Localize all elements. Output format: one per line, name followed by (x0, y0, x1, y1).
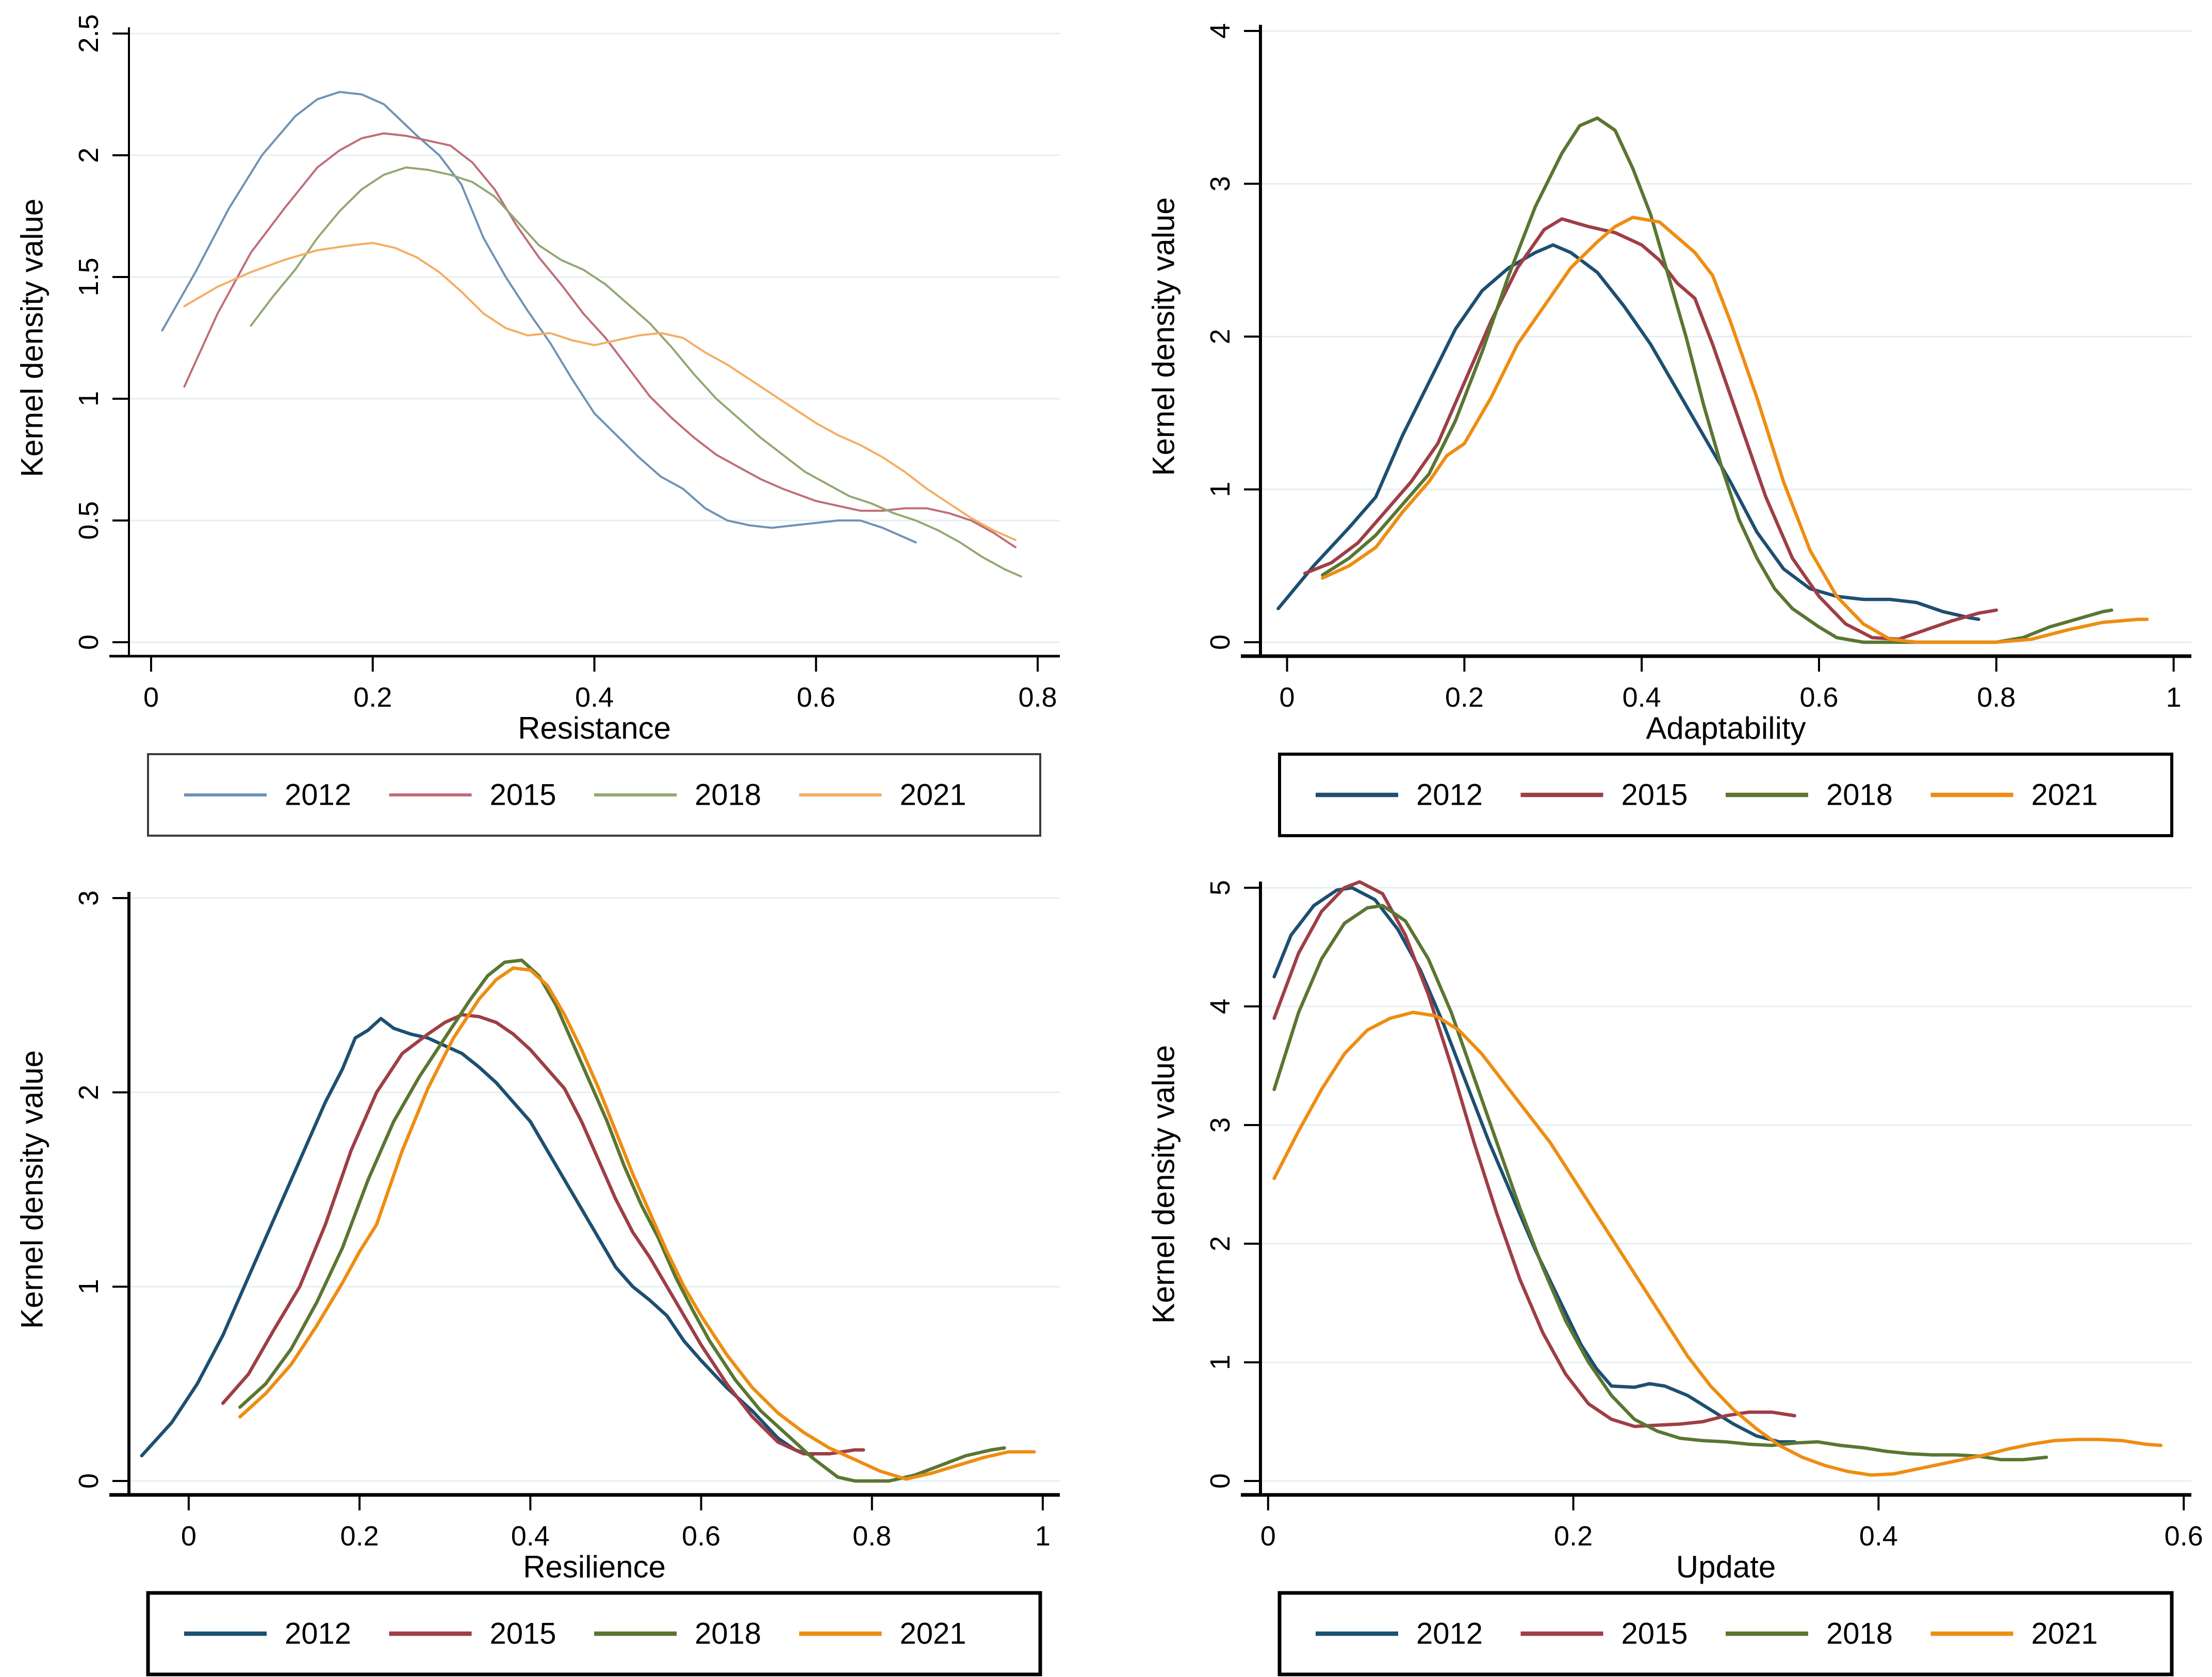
x-axis-title: Adaptability (1646, 711, 1806, 745)
x-tick-label: 0.4 (1859, 1521, 1898, 1552)
update-plot: 0 1 2 3 4 5 0 0.2 0.4 0.6 Update Kernel density val… (1132, 839, 2212, 1677)
panel-resistance: 0 0.5 1 1.5 2 2.5 0 0.2 0.4 0.6 0.8 Resistance Kerne… (0, 0, 1080, 838)
series-2021-line (238, 966, 1036, 1481)
panel-background (0, 0, 1080, 838)
x-axis-title: Resistance (518, 711, 671, 745)
resistance-plot: 0 0.5 1 1.5 2 2.5 0 0.2 0.4 0.6 0.8 Resistance Kerne… (0, 0, 1080, 838)
y-tick-label: 2.5 (73, 14, 104, 53)
legend-label-2021: 2021 (2031, 1617, 2098, 1651)
x-tick-label: 0.8 (1977, 682, 2016, 713)
series-2012-line (161, 91, 917, 544)
x-tick-label: 1 (1035, 1521, 1051, 1552)
y-axis-title: Kernel density value (15, 199, 50, 477)
legend-label-2021: 2021 (900, 778, 966, 812)
y-tick-label: 0 (73, 1473, 104, 1489)
x-tick-label: 0 (1260, 1521, 1276, 1552)
x-tick-label: 0.4 (575, 682, 614, 713)
x-tick-label: 0.2 (353, 682, 392, 713)
x-tick-label: 0.2 (340, 1521, 379, 1552)
series-2012-line (140, 1017, 814, 1458)
x-tick-label: 0.4 (511, 1521, 550, 1552)
y-axis-title: Kernel density value (1146, 197, 1181, 476)
panel-update: 0 1 2 3 4 5 0 0.2 0.4 0.6 Update Kernel density val… (1132, 839, 2212, 1677)
x-tick-label: 0.2 (1445, 682, 1484, 713)
y-tick-label: 0 (1205, 634, 1236, 650)
x-tick-label: 0.8 (1018, 682, 1057, 713)
legend-label-2018: 2018 (695, 778, 761, 812)
series-2018-line (1272, 904, 2049, 1461)
x-tick-label: 0.6 (682, 1521, 720, 1552)
panel-resilience: 0 1 2 3 0 0.2 0.4 0.6 0.8 1 Resilience Kernel densi… (0, 839, 1080, 1677)
x-tick-label: 0.6 (797, 682, 835, 713)
y-tick-label: 0 (1205, 1473, 1236, 1489)
y-tick-label: 0 (73, 634, 104, 650)
y-tick-label: 4 (1205, 23, 1236, 39)
x-tick-label: 1 (2166, 682, 2182, 713)
panel-adaptability: 0 1 2 3 4 0 0.2 0.4 0.6 0.8 1 Adaptability Kernel de… (1132, 0, 2212, 838)
legend-label-2012: 2012 (1416, 1617, 1483, 1651)
series-2021-line (1272, 1011, 2163, 1477)
x-axis-title: Update (1676, 1550, 1776, 1584)
y-tick-label: 1 (1205, 1355, 1236, 1370)
series-2012-line (1276, 243, 1980, 621)
y-tick-label: 1 (73, 391, 104, 406)
x-tick-label: 0.2 (1554, 1521, 1593, 1552)
y-tick-label: 2 (1205, 1236, 1236, 1251)
legend-label-2021: 2021 (2031, 778, 2098, 812)
y-axis-title: Kernel density value (1146, 1045, 1181, 1324)
panel-background (1132, 0, 2212, 838)
legend-label-2012: 2012 (1416, 778, 1483, 812)
y-tick-label: 5 (1205, 880, 1236, 896)
y-tick-label: 2 (1205, 329, 1236, 344)
x-tick-label: 0.4 (1623, 682, 1661, 713)
legend-label-2015: 2015 (1621, 778, 1688, 812)
y-tick-label: 4 (1205, 999, 1236, 1014)
x-tick-label: 0 (1280, 682, 1295, 713)
y-tick-label: 1 (1205, 482, 1236, 497)
series-2015-line (1272, 880, 1796, 1428)
series-2015-line (221, 1013, 865, 1456)
y-tick-label: 1.5 (73, 257, 104, 296)
series-2018-line (238, 958, 1006, 1483)
legend-label-2021: 2021 (900, 1617, 966, 1651)
y-tick-label: 2 (73, 148, 104, 163)
x-tick-label: 0.6 (1799, 682, 1838, 713)
y-tick-label: 3 (73, 890, 104, 906)
y-tick-label: 0.5 (73, 501, 104, 540)
y-axis-title: Kernel density value (15, 1050, 50, 1329)
legend-label-2018: 2018 (695, 1617, 761, 1651)
y-tick-label: 3 (1205, 1117, 1236, 1133)
series-2015-line (1303, 217, 1998, 641)
x-tick-label: 0.6 (2165, 1521, 2203, 1552)
legend-label-2012: 2012 (285, 778, 351, 812)
legend-label-2018: 2018 (1826, 778, 1893, 812)
y-tick-label: 1 (73, 1279, 104, 1294)
series-2018-line (250, 166, 1022, 578)
y-tick-label: 3 (1205, 176, 1236, 191)
x-tick-label: 0 (143, 682, 159, 713)
x-tick-label: 0 (181, 1521, 196, 1552)
x-axis-title: Resilience (523, 1550, 666, 1584)
legend-label-2015: 2015 (1621, 1617, 1688, 1651)
adaptability-plot: 0 1 2 3 4 0 0.2 0.4 0.6 0.8 1 Adaptability Kernel de… (1132, 0, 2212, 838)
legend-label-2015: 2015 (490, 1617, 556, 1651)
legend-label-2018: 2018 (1826, 1617, 1893, 1651)
resilience-plot: 0 1 2 3 0 0.2 0.4 0.6 0.8 1 Resilience Kernel densi… (0, 839, 1080, 1677)
legend-label-2015: 2015 (490, 778, 556, 812)
y-tick-label: 2 (73, 1085, 104, 1100)
x-tick-label: 0.8 (853, 1521, 891, 1552)
series-2021-line (183, 241, 1017, 541)
series-2021-line (1321, 216, 2149, 644)
legend-label-2012: 2012 (285, 1617, 351, 1651)
